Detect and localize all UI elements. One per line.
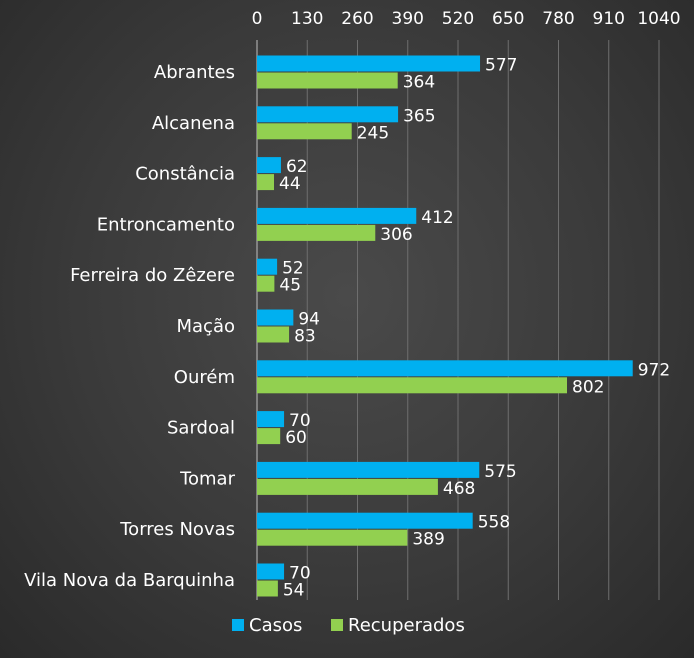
- x-tick-label: 390: [392, 9, 424, 29]
- category-label: Sardoal: [167, 418, 235, 439]
- bar-recuperados: [257, 428, 281, 445]
- data-label-casos: 70: [289, 411, 311, 431]
- data-label-casos: 558: [478, 513, 510, 533]
- legend-label-casos: Casos: [249, 615, 302, 636]
- legend-swatch-casos: [232, 619, 244, 631]
- data-label-recuperados: 45: [279, 276, 301, 296]
- bar-recuperados: [257, 174, 275, 191]
- data-label-casos: 62: [286, 157, 308, 177]
- bar-casos: [257, 563, 285, 580]
- x-tick-label: 0: [252, 9, 263, 29]
- bar-recuperados: [257, 224, 376, 241]
- category-label: Abrantes: [154, 62, 235, 83]
- data-label-casos: 70: [289, 564, 311, 584]
- category-label: Mação: [177, 316, 236, 337]
- bar-casos: [257, 309, 294, 326]
- x-tick-label: 1040: [637, 9, 680, 29]
- x-tick-label: 650: [492, 9, 524, 29]
- legend-label-recuperados: Recuperados: [348, 615, 465, 636]
- category-label: Ferreira do Zêzere: [70, 265, 235, 286]
- data-label-recuperados: 389: [412, 530, 444, 550]
- data-label-casos: 412: [421, 208, 453, 228]
- bar-recuperados: [257, 275, 275, 292]
- category-label: Constância: [135, 164, 235, 185]
- bar-casos: [257, 461, 480, 478]
- data-label-recuperados: 802: [572, 377, 604, 397]
- bar-casos: [257, 258, 278, 275]
- bar-recuperados: [257, 72, 398, 89]
- category-label: Vila Nova da Barquinha: [24, 570, 235, 591]
- bar-casos: [257, 512, 473, 529]
- data-label-recuperados: 44: [279, 174, 301, 194]
- bar-casos: [257, 157, 281, 174]
- bar-casos: [257, 207, 417, 224]
- data-label-casos: 972: [638, 360, 670, 380]
- data-label-recuperados: 83: [294, 327, 316, 347]
- bar-casos: [257, 55, 481, 72]
- data-label-recuperados: 306: [380, 225, 412, 245]
- data-label-casos: 94: [298, 310, 320, 330]
- category-label: Entroncamento: [97, 214, 235, 235]
- bar-recuperados: [257, 123, 352, 140]
- category-label: Ourém: [174, 367, 235, 388]
- x-tick-label: 130: [291, 9, 323, 29]
- data-label-recuperados: 468: [443, 479, 475, 499]
- bar-recuperados: [257, 377, 568, 394]
- data-label-casos: 52: [282, 259, 304, 279]
- bar-casos: [257, 106, 399, 123]
- bar-recuperados: [257, 580, 278, 597]
- data-label-recuperados: 54: [283, 581, 305, 601]
- bar-recuperados: [257, 529, 408, 546]
- data-label-recuperados: 60: [285, 428, 307, 448]
- category-label: Tomar: [179, 468, 236, 489]
- x-tick-label: 260: [341, 9, 373, 29]
- category-label: Alcanena: [152, 113, 235, 134]
- category-label: Torres Novas: [119, 519, 235, 540]
- x-tick-label: 780: [542, 9, 574, 29]
- bar-casos: [257, 411, 285, 428]
- bar-casos: [257, 360, 633, 377]
- x-tick-label: 520: [442, 9, 474, 29]
- data-label-recuperados: 364: [403, 73, 435, 93]
- bar-recuperados: [257, 478, 438, 495]
- bar-recuperados: [257, 326, 290, 343]
- data-label-casos: 365: [403, 106, 435, 126]
- data-label-casos: 577: [485, 56, 517, 76]
- x-tick-label: 910: [593, 9, 625, 29]
- legend-swatch-recuperados: [331, 619, 343, 631]
- data-label-casos: 575: [484, 462, 516, 482]
- data-label-recuperados: 245: [357, 123, 389, 143]
